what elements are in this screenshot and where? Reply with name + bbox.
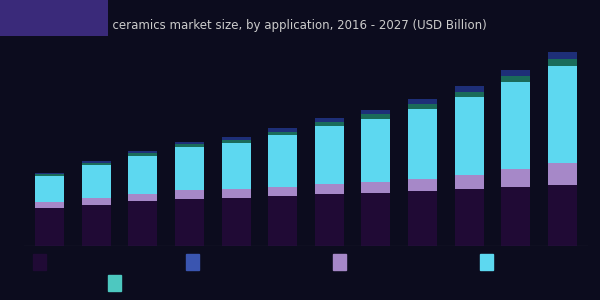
Bar [548,163,577,185]
Bar [408,191,437,246]
Bar [128,151,157,153]
Bar [35,173,64,174]
Bar [82,205,110,246]
Bar [408,104,437,109]
Bar [502,82,530,169]
Bar [315,126,344,184]
Bar [268,131,297,135]
Bar [82,165,110,198]
Bar [268,135,297,187]
Bar [548,66,577,163]
Bar [361,110,391,114]
Bar [128,201,157,246]
Bar [221,137,251,140]
Bar [175,142,204,145]
Bar [82,163,110,165]
Bar [455,175,484,189]
Bar [361,118,391,182]
Bar [455,97,484,175]
Bar [315,184,344,194]
Bar [315,122,344,126]
Bar [502,70,530,76]
Bar [175,190,204,199]
Bar [35,202,64,208]
Bar [455,86,484,92]
Bar [128,156,157,194]
Bar [548,52,577,59]
Bar [128,153,157,156]
Bar [221,140,251,143]
Bar [315,118,344,122]
Bar [502,169,530,187]
Bar [82,198,110,205]
Bar [221,143,251,189]
Bar [455,189,484,246]
Bar [128,194,157,201]
Bar [548,185,577,246]
Bar [82,161,110,163]
Bar [408,179,437,191]
Bar [35,176,64,202]
Bar [175,147,204,190]
Bar [221,198,251,246]
Bar [175,199,204,246]
Bar [361,182,391,193]
Text: U.S. advanced ceramics market size, by application, 2016 - 2027 (USD Billion): U.S. advanced ceramics market size, by a… [24,19,487,32]
Bar [502,76,530,82]
Bar [502,187,530,246]
Bar [268,196,297,246]
Polygon shape [0,0,108,36]
Bar [408,109,437,179]
Bar [35,208,64,246]
Bar [35,174,64,176]
Bar [361,114,391,118]
Bar [408,99,437,104]
Bar [175,145,204,147]
Bar [361,193,391,246]
Bar [221,189,251,198]
Bar [268,187,297,196]
Bar [455,92,484,97]
Bar [268,128,297,131]
Bar [548,59,577,66]
Bar [315,194,344,246]
